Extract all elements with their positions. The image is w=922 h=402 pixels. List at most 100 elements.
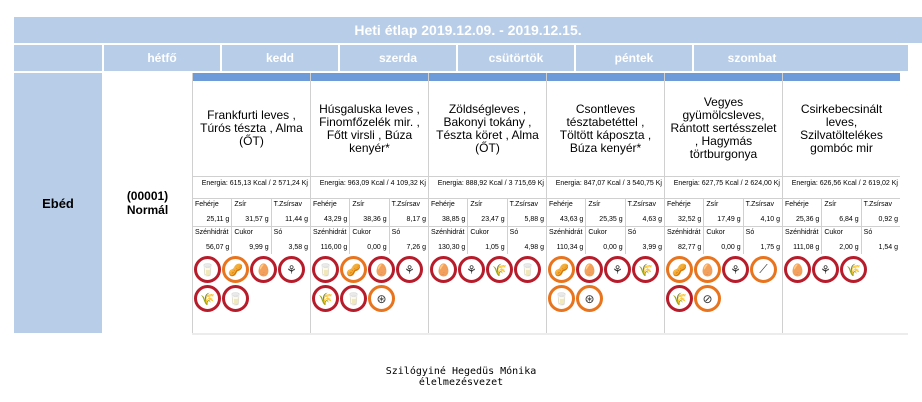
egg-icon: 🥚 — [250, 256, 277, 283]
day-accent-line — [665, 73, 782, 81]
nutrient-label: Só — [273, 229, 283, 236]
nutrient-value: 4,10 g — [760, 216, 780, 223]
nutrient-row: Fehérje 43,29 g Zsír 38,36 g T.Zsírsav 8,17 g — [311, 198, 428, 226]
header-spacer — [14, 45, 102, 71]
nutrient-value: 17,49 g — [717, 216, 741, 223]
day-header-5: szombat — [692, 45, 810, 71]
nutrient-value: 32,52 g — [677, 216, 702, 223]
milk-icon: 🥛 — [194, 256, 221, 283]
nutrient-label: Zsír — [824, 201, 837, 208]
nutrient-label: Cukor — [588, 229, 608, 236]
menu-type-code: (00001) — [126, 189, 169, 203]
energy-value: Energia: 626,56 Kcal / 2 619,02 Kj — [783, 176, 900, 198]
day-accent-line — [547, 73, 664, 81]
nutrient-cell: Cukor 0,00 g — [585, 227, 624, 254]
nutrient-row: Szénhidrát 116,00 g Cukor 0,00 g Só 7,26 g — [311, 226, 428, 254]
nutrient-label: Szénhidrát — [667, 229, 701, 236]
nutrient-row: Szénhidrát 130,30 g Cukor 1,05 g Só 4,98 g — [429, 226, 546, 254]
day-header-4: péntek — [574, 45, 692, 71]
nutrient-label: T.Zsírsav — [273, 201, 303, 208]
nutrient-value: 116,00 g — [320, 244, 348, 251]
nutrient-label: Cukor — [352, 229, 372, 236]
nutrient-label: Szénhidrát — [431, 229, 465, 236]
nutrient-value: 43,29 g — [323, 216, 348, 223]
nutrient-label: Fehérje — [549, 201, 573, 208]
egg-icon: 🥚 — [694, 256, 721, 283]
nutrient-value: 0,00 g — [603, 244, 623, 251]
gluten-icon: 🌾 — [312, 285, 339, 312]
nutrient-label: T.Zsírsav — [863, 201, 893, 208]
energy-value: Energia: 847,07 Kcal / 3 540,75 Kj — [547, 176, 664, 198]
nutrient-label: Zsír — [706, 201, 719, 208]
nutrient-label: Szénhidrát — [549, 229, 583, 236]
nutrient-value: 2,00 g — [839, 244, 859, 251]
day-accent-line — [193, 73, 310, 81]
nutrient-value: 5,88 g — [524, 216, 544, 223]
nutrient-value: 110,34 g — [556, 244, 584, 251]
day-column: Vegyes gyümölcsleves, Rántott sertésszel… — [664, 73, 782, 333]
nutrient-cell: Szénhidrát 110,34 g — [547, 227, 585, 254]
milk-icon: 🥛 — [222, 285, 249, 312]
nutrient-cell: T.Zsírsav 4,10 g — [742, 199, 782, 226]
peanut-icon: 🥜 — [666, 256, 693, 283]
day-menu: Zöldségleves , Bakonyi tokány , Tészta k… — [436, 101, 539, 155]
nutrient-cell: T.Zsírsav 8,17 g — [388, 199, 428, 226]
nutrient-value: 43,63 g — [559, 216, 584, 223]
gluten-icon: 🌾 — [840, 256, 867, 283]
peanut-icon: 🥜 — [222, 256, 249, 283]
nutrient-label: Cukor — [706, 229, 726, 236]
gluten-icon: 🌾 — [632, 256, 659, 283]
nutrient-cell: Zsír 31,57 g — [231, 199, 270, 226]
nutrient-value: 1,05 g — [485, 244, 505, 251]
allergen-icons: 🥜 🥚 ⚘ ⟋ 🌾 ⊘ — [665, 254, 782, 314]
allergen-icons: 🥚 ⚘ 🌾 🥛 — [429, 254, 546, 285]
nutrient-label: Zsír — [470, 201, 483, 208]
nutrient-value: 25,36 g — [795, 216, 820, 223]
celery-icon: ⟋ — [750, 256, 777, 283]
milk-icon: 🥛 — [340, 285, 367, 312]
days-body: Frankfurti leves , Túrós tészta , Alma (… — [192, 73, 922, 333]
nutrient-cell: Só 1,75 g — [742, 227, 782, 254]
fish-icon: ⊘ — [694, 285, 721, 312]
nutrient-cell: Só 1,54 g — [860, 227, 900, 254]
nutrient-cell: Fehérje 25,11 g — [193, 199, 231, 226]
day-menu: Vegyes gyümölcsleves, Rántott sertésszel… — [670, 95, 777, 161]
nutrient-value: 0,92 g — [878, 216, 898, 223]
day-column: Zöldségleves , Bakonyi tokány , Tészta k… — [428, 73, 546, 333]
menu-type: (00001) Normál — [102, 73, 192, 333]
allergen-icons: 🥜 🥚 ⚘ 🌾 🥛 ⊛ — [547, 254, 664, 314]
allergen-icons: 🥚 ⚘ 🌾 — [783, 254, 900, 285]
nutrient-cell: T.Zsírsav 0,92 g — [860, 199, 900, 226]
day-header-2: szerda — [338, 45, 456, 71]
signature-role: élelmezésvezet — [418, 377, 504, 388]
nutrient-value: 0,00 g — [367, 244, 387, 251]
nutrient-value: 4,98 g — [524, 244, 544, 251]
nutrient-row: Fehérje 25,36 g Zsír 6,84 g T.Zsírsav 0,92 g — [783, 198, 900, 226]
nutrient-cell: Zsír 38,36 g — [349, 199, 388, 226]
nutrient-label: Fehérje — [785, 201, 809, 208]
day-column: Csontleves tésztabetéttel , Töltött kápo… — [546, 73, 664, 333]
nutrient-value: 0,00 g — [721, 244, 741, 251]
peanut-icon: 🥜 — [548, 256, 575, 283]
nutrient-row: Szénhidrát 111,08 g Cukor 2,00 g Só 1,54 g — [783, 226, 900, 254]
nutrient-label: Zsír — [588, 201, 601, 208]
egg-icon: 🥚 — [430, 256, 457, 283]
day-column: Húsgaluska leves , Finomfőzelék mir. , F… — [310, 73, 428, 333]
nutrient-label: Fehérje — [431, 201, 455, 208]
nutrient-cell: Szénhidrát 56,07 g — [193, 227, 231, 254]
day-header-1: kedd — [220, 45, 338, 71]
gluten-icon: 🌾 — [486, 256, 513, 283]
nutrient-label: Só — [863, 229, 873, 236]
nutrient-row: Fehérje 38,85 g Zsír 23,47 g T.Zsírsav 5,88 g — [429, 198, 546, 226]
mustard-icon: ⚘ — [396, 256, 423, 283]
egg-icon: 🥚 — [368, 256, 395, 283]
nutrient-label: Cukor — [470, 229, 490, 236]
nutrient-row: Szénhidrát 82,77 g Cukor 0,00 g Só 1,75 g — [665, 226, 782, 254]
nutrient-cell: Fehérje 43,63 g — [547, 199, 585, 226]
allergen-icons: 🥛 🥜 🥚 ⚘ 🌾 🥛 ⊛ — [311, 254, 428, 314]
milk-icon: 🥛 — [548, 285, 575, 312]
day-column: Csirkebecsinált leves, Szilvatöltelékes … — [782, 73, 900, 333]
nutrient-value: 3,99 g — [642, 244, 662, 251]
day-accent-line — [429, 73, 546, 81]
nutrient-row: Szénhidrát 56,07 g Cukor 9,99 g Só 3,58 g — [193, 226, 310, 254]
